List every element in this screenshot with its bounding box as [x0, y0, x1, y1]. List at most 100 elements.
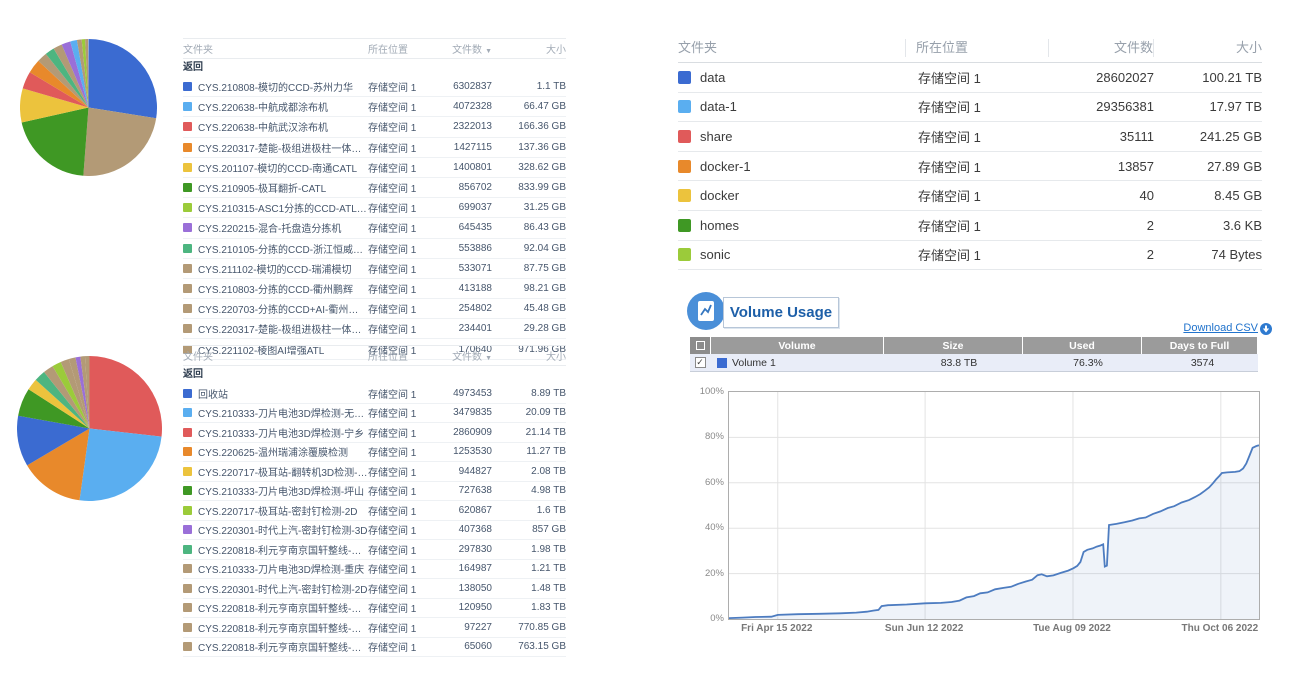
color-swatch — [183, 466, 192, 476]
back-link[interactable]: 返回 — [183, 369, 203, 380]
folder-name[interactable]: CYS.210905-极耳翻折-CATL — [198, 184, 327, 196]
table-row[interactable]: CYS.220717-极耳站-密封钉检测-2D 存储空间 1 620867 1.6 T… — [183, 501, 566, 521]
table-body: CYS.210808-模切的CCD-苏州力华 存储空间 1 6302837 1.1 T… — [183, 77, 566, 360]
folder-size: 3.6 KB — [1222, 217, 1262, 233]
folder-name[interactable]: CYS.210333-刀片电池3D焊检测-坪山 — [198, 487, 365, 499]
pie-slice — [35, 372, 90, 429]
folder-name[interactable]: CYS.220301-时代上汽-密封钉检测-3D — [198, 526, 368, 538]
folder-name[interactable]: CYS.220818-利元亨南京国轩整线-面板激光焊接-… — [198, 623, 368, 635]
back-link[interactable]: 返回 — [183, 62, 203, 73]
table-row[interactable]: CYS.220625-温州瑞浦涂覆膜检测 存储空间 1 1253530 11.27 T… — [183, 443, 566, 462]
table-row[interactable]: CYS.220317-楚能-极组进极柱一体机-涂胶 存储空间 1 234401 29.… — [183, 319, 566, 340]
folder-name[interactable]: CYS.220301-时代上汽-密封钉检测-2D — [198, 584, 368, 596]
table-row[interactable]: CYS.221102-棱图AI增强ATL 存储空间 1 170640 971.96 G… — [183, 339, 566, 360]
shared-folder-table: 文件夹 所在位置 文件数 大小 data 存储空间 1 28602027 100.21… — [678, 33, 1262, 271]
column-header-location[interactable]: 所在位置 — [368, 45, 408, 56]
column-header-files[interactable]: 文件数 ▼ — [452, 45, 492, 56]
column-header-folder[interactable]: 文件夹 — [183, 352, 213, 363]
table-row[interactable]: CYS.220818-利元亨南京国轩整线-面板激光焊接-…存储空间 1 97227… — [183, 618, 566, 638]
folder-name[interactable]: CYS.210333-刀片电池3D焊检测-无为-2期 — [198, 409, 368, 421]
column-header-size[interactable]: 大小 — [1153, 38, 1262, 57]
pie-slice — [85, 39, 89, 108]
column-header-location[interactable]: 所在位置 — [368, 352, 408, 363]
table-row[interactable]: CYS.210905-极耳翻折-CATL 存储空间 1 856702 833.99 G… — [183, 178, 566, 199]
download-icon[interactable] — [1260, 322, 1272, 340]
folder-location: 存储空间 1 — [368, 204, 417, 216]
table-row[interactable]: CYS.220638-中航成都涂布机 存储空间 1 4072328 66.47 GB — [183, 97, 566, 118]
table-row[interactable]: homes 存储空间 1 2 3.6 KB — [678, 211, 1262, 241]
download-csv-link[interactable]: Download CSV — [1183, 322, 1258, 334]
color-swatch — [678, 100, 691, 114]
table-row[interactable]: CYS.220703-分拣的CCD+AI-衢州鹏辉 存储空间 1 254802 45.… — [183, 299, 566, 320]
select-all-checkbox[interactable] — [690, 337, 710, 354]
table-row[interactable]: docker 存储空间 1 40 8.45 GB — [678, 181, 1262, 211]
table-row[interactable]: CYS.220818-利元亨南京国轩整线-密封钉 存储空间 1 65060 763.1… — [183, 638, 566, 657]
folder-size: 98.21 GB — [523, 282, 566, 294]
column-header-files[interactable]: 文件数 — [1048, 38, 1153, 57]
folder-file-count: 35111 — [1119, 128, 1154, 144]
folder-size: 857 GB — [532, 524, 566, 536]
folder-name[interactable]: CYS.220625-温州瑞浦涂覆膜检测 — [198, 448, 349, 460]
folder-name[interactable]: CYS.210803-分拣的CCD-衢州鹏辉 — [198, 284, 354, 296]
folder-name[interactable]: CYS.220317-楚能-极组进极柱一体机-涂胶 — [198, 325, 368, 337]
table-row[interactable]: 回收站 存储空间 1 4973453 8.89 TB — [183, 384, 566, 404]
table-row[interactable]: data-1 存储空间 1 29356381 17.97 TB — [678, 93, 1262, 123]
folder-name[interactable]: CYS.220818-利元亨南京国轩整线-质量焊-3D — [198, 545, 368, 557]
folder-name[interactable]: CYS.210105-分拣的CCD-浙江恒威（兰溪） — [198, 244, 368, 256]
table-row[interactable]: docker-1 存储空间 1 13857 27.89 GB — [678, 152, 1262, 182]
table-row[interactable]: CYS.220638-中航武汉涂布机 存储空间 1 2322013 166.36 GB — [183, 117, 566, 138]
folder-name[interactable]: CYS.220638-中航成都涂布机 — [198, 103, 329, 115]
column-header-location[interactable]: 所在位置 — [905, 38, 1048, 57]
table-row[interactable]: CYS.201107-模切的CCD-南通CATL 存储空间 1 1400801 328… — [183, 158, 566, 178]
table-row[interactable]: CYS.220317-楚能-极组进极柱一体机-缺陷检测存储空间 1 1427115… — [183, 138, 566, 158]
column-header-folder[interactable]: 文件夹 — [678, 39, 718, 55]
folder-name[interactable]: CYS.220703-分拣的CCD+AI-衢州鹏辉 — [198, 305, 368, 317]
table-row[interactable]: CYS.210333-刀片电池3D焊检测-无为-2期 存储空间 1 3479835 2… — [183, 404, 566, 423]
table-row[interactable]: CYS.210315-ASC1分拣的CCD-ATL分拣机 存储空间 1 699037… — [183, 198, 566, 219]
table-row[interactable]: data 存储空间 1 28602027 100.21 TB — [678, 63, 1262, 93]
table-row[interactable]: share 存储空间 1 35111 241.25 GB — [678, 122, 1262, 152]
table-row[interactable]: CYS.211102-模切的CCD-瑞浦模切 存储空间 1 533071 87.75 … — [183, 259, 566, 279]
pie-slice — [61, 41, 89, 108]
folder-name[interactable]: CYS.210808-模切的CCD-苏州力华 — [198, 83, 354, 95]
color-swatch — [183, 283, 192, 293]
folder-name[interactable]: CYS.210333-刀片电池3D焊检测-宁乡 — [198, 428, 365, 440]
table-row[interactable]: CYS.220717-极耳站-翻转机3D检测-3D 存储空间 1 944827 2.0… — [183, 462, 566, 482]
table-row[interactable]: CYS.210808-模切的CCD-苏州力华 存储空间 1 6302837 1.1 T… — [183, 77, 566, 98]
pie-slice — [21, 107, 89, 176]
folder-name[interactable]: CYS.220717-极耳站-密封钉检测-2D — [198, 506, 358, 518]
color-swatch — [183, 162, 192, 172]
folder-name[interactable]: CYS.201107-模切的CCD-南通CATL — [198, 163, 358, 175]
folder-name[interactable]: CYS.210333-刀片电池3D焊检测-重庆 — [198, 565, 365, 577]
table-row[interactable]: sonic 存储空间 1 2 74 Bytes — [678, 241, 1262, 271]
folder-name[interactable]: CYS.220818-利元亨南京国轩整线-质量焊-2D — [198, 604, 368, 616]
column-header-folder[interactable]: 文件夹 — [183, 45, 213, 56]
folder-location: 存储空间 1 — [368, 143, 417, 155]
table-row[interactable]: CYS.210803-分拣的CCD-衢州鹏辉 存储空间 1 413188 98.21 … — [183, 279, 566, 300]
pie-slice — [20, 88, 89, 123]
folder-name[interactable]: CYS.211102-模切的CCD-瑞浦模切 — [198, 264, 352, 276]
table-row[interactable]: CYS.220301-时代上汽-密封钉检测-2D 存储空间 1 138050 1.48… — [183, 579, 566, 599]
column-header-files[interactable]: 文件数 ▼ — [452, 352, 492, 363]
column-header-size[interactable]: 大小 — [546, 45, 566, 56]
table-row[interactable]: CYS.210333-刀片电池3D焊检测-宁乡 存储空间 1 2860909 21.1… — [183, 423, 566, 443]
folder-location: 存储空间 1 — [368, 264, 417, 276]
folder-name[interactable]: CYS.220818-利元亨南京国轩整线-密封钉 — [198, 643, 368, 655]
folder-name[interactable]: 回收站 — [198, 389, 228, 401]
folder-name[interactable]: CYS.220717-极耳站-翻转机3D检测-3D — [198, 467, 368, 479]
table-row[interactable]: CYS.210333-刀片电池3D焊检测-坪山 存储空间 1 727638 4.98 … — [183, 482, 566, 501]
table-row[interactable]: CYS.220215-混合-托盘造分拣机 存储空间 1 645435 86.43 GB — [183, 218, 566, 239]
table-row[interactable]: CYS.210105-分拣的CCD-浙江恒威（兰溪）存储空间 1 553886 92… — [183, 239, 566, 259]
folder-name[interactable]: CYS.220638-中航武汉涂布机 — [198, 123, 329, 135]
column-header-size[interactable]: 大小 — [546, 352, 566, 363]
table-row[interactable]: CYS.210333-刀片电池3D焊检测-重庆 存储空间 1 164987 1.21 … — [183, 560, 566, 579]
folder-name[interactable]: CYS.220215-混合-托盘造分拣机 — [198, 224, 342, 236]
volume-row[interactable]: ✓ Volume 1 83.8 TB 76.3% 3574 — [690, 354, 1258, 372]
checkbox[interactable]: ✓ — [694, 357, 706, 368]
folder-name[interactable]: CYS.210315-ASC1分拣的CCD-ATL分拣机 — [198, 204, 368, 216]
folder-name[interactable]: CYS.220317-楚能-极组进极柱一体机-缺陷检测 — [198, 143, 368, 155]
folder-size: 1.83 TB — [531, 602, 566, 614]
table-row[interactable]: CYS.220301-时代上汽-密封钉检测-3D 存储空间 1 407368 857 … — [183, 521, 566, 540]
